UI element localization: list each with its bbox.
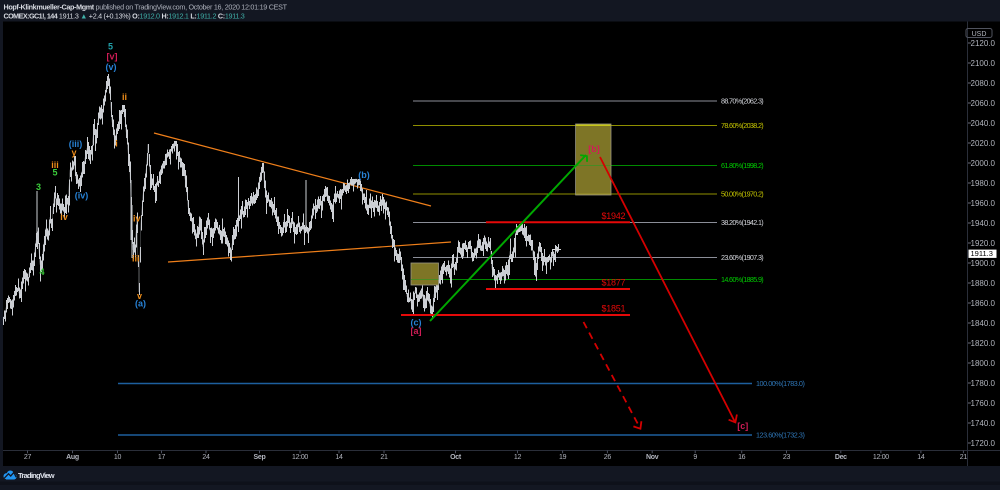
svg-text:9: 9 xyxy=(693,454,697,461)
svg-text:123.60%(1732.3): 123.60%(1732.3) xyxy=(756,431,804,440)
svg-text:38.20%(1942.1): 38.20%(1942.1) xyxy=(721,218,763,227)
svg-text:50.00%(1970.2): 50.00%(1970.2) xyxy=(721,190,763,199)
svg-text:1911.3: 1911.3 xyxy=(971,249,993,258)
svg-text:1960.0: 1960.0 xyxy=(971,199,996,208)
svg-text:23.60%(1907.3): 23.60%(1907.3) xyxy=(721,253,763,262)
svg-text:100.00%(1783.0): 100.00%(1783.0) xyxy=(756,379,804,388)
svg-text:12:00: 12:00 xyxy=(292,454,308,461)
svg-text:2000.0: 2000.0 xyxy=(971,159,996,168)
svg-text:61.80%(1998.2): 61.80%(1998.2) xyxy=(721,161,763,170)
svg-text:(a): (a) xyxy=(135,299,146,309)
svg-text:21: 21 xyxy=(380,454,388,461)
svg-text:y: y xyxy=(71,148,76,158)
svg-text:1820.0: 1820.0 xyxy=(971,339,996,348)
svg-text:v: v xyxy=(137,291,142,301)
svg-text:14: 14 xyxy=(917,454,925,461)
svg-text:78.60%(2038.2): 78.60%(2038.2) xyxy=(721,121,763,130)
svg-text:[a]: [a] xyxy=(411,326,422,336)
svg-text:ii: ii xyxy=(122,92,127,102)
svg-text:17: 17 xyxy=(158,454,166,461)
svg-text:5: 5 xyxy=(52,168,57,178)
svg-text:iii: iii xyxy=(132,254,140,264)
svg-text:Hopf-Klinkmueller-Cap-Mgmt pub: Hopf-Klinkmueller-Cap-Mgmt published on … xyxy=(4,3,288,12)
svg-text:23: 23 xyxy=(783,454,791,461)
svg-text:3: 3 xyxy=(36,182,41,192)
svg-text:1940.0: 1940.0 xyxy=(971,219,996,228)
svg-text:5: 5 xyxy=(108,42,113,52)
svg-text:[v]: [v] xyxy=(107,52,118,62)
svg-text:Nov: Nov xyxy=(646,454,659,461)
svg-text:1720.0: 1720.0 xyxy=(971,439,996,448)
svg-text:14: 14 xyxy=(335,454,343,461)
svg-text:27: 27 xyxy=(24,454,32,461)
svg-text:16: 16 xyxy=(738,454,746,461)
svg-text:iii: iii xyxy=(51,160,59,170)
svg-text:24: 24 xyxy=(202,454,210,461)
svg-text:Dec: Dec xyxy=(835,454,847,461)
svg-text:2120.0: 2120.0 xyxy=(971,39,996,48)
svg-text:(iv): (iv) xyxy=(75,191,89,201)
svg-text:14.60%(1885.9): 14.60%(1885.9) xyxy=(721,275,763,284)
svg-text:iv: iv xyxy=(133,214,141,224)
svg-text:[b]: [b] xyxy=(588,144,600,154)
svg-text:2040.0: 2040.0 xyxy=(971,119,996,128)
svg-text:1760.0: 1760.0 xyxy=(971,399,996,408)
svg-text:12: 12 xyxy=(514,454,522,461)
svg-text:$1942: $1942 xyxy=(602,211,626,221)
svg-text:(b): (b) xyxy=(358,170,370,180)
svg-text:2020.0: 2020.0 xyxy=(971,139,996,148)
svg-text:(c): (c) xyxy=(411,318,422,328)
svg-text:i: i xyxy=(115,139,118,149)
svg-text:1920.0: 1920.0 xyxy=(971,239,996,248)
svg-text:2100.0: 2100.0 xyxy=(971,59,996,68)
svg-text:1900.0: 1900.0 xyxy=(971,259,996,268)
svg-text:TradingView: TradingView xyxy=(18,471,55,480)
svg-text:(v): (v) xyxy=(106,62,117,72)
svg-text:[c]: [c] xyxy=(737,421,748,431)
svg-text:1800.0: 1800.0 xyxy=(971,359,996,368)
svg-text:1880.0: 1880.0 xyxy=(971,279,996,288)
svg-text:21: 21 xyxy=(960,454,968,461)
svg-text:2060.0: 2060.0 xyxy=(971,99,996,108)
svg-text:1860.0: 1860.0 xyxy=(971,299,996,308)
svg-text:26: 26 xyxy=(604,454,612,461)
svg-text:12:00: 12:00 xyxy=(873,454,889,461)
svg-text:1980.0: 1980.0 xyxy=(971,179,996,188)
svg-text:88.70%(2062.3): 88.70%(2062.3) xyxy=(721,97,763,106)
svg-text:2080.0: 2080.0 xyxy=(971,79,996,88)
svg-text:1840.0: 1840.0 xyxy=(971,319,996,328)
svg-text:1740.0: 1740.0 xyxy=(971,419,996,428)
svg-text:Aug: Aug xyxy=(66,454,79,461)
svg-text:10: 10 xyxy=(114,454,122,461)
svg-text:4: 4 xyxy=(39,267,44,277)
svg-text:Sep: Sep xyxy=(254,454,266,461)
svg-text:COMEX:GC1!, 144 1911.3 ▲ +2.4: COMEX:GC1!, 144 1911.3 ▲ +2.4 (+0.13%) O… xyxy=(4,11,245,20)
svg-text:$1851: $1851 xyxy=(602,304,626,314)
svg-text:$1877: $1877 xyxy=(602,278,626,288)
svg-text:Oct: Oct xyxy=(450,454,462,461)
svg-text:1780.0: 1780.0 xyxy=(971,379,996,388)
svg-text:iv: iv xyxy=(60,212,68,222)
svg-text:19: 19 xyxy=(559,454,567,461)
svg-text:USD: USD xyxy=(972,31,987,38)
svg-text:(iii): (iii) xyxy=(69,139,83,149)
